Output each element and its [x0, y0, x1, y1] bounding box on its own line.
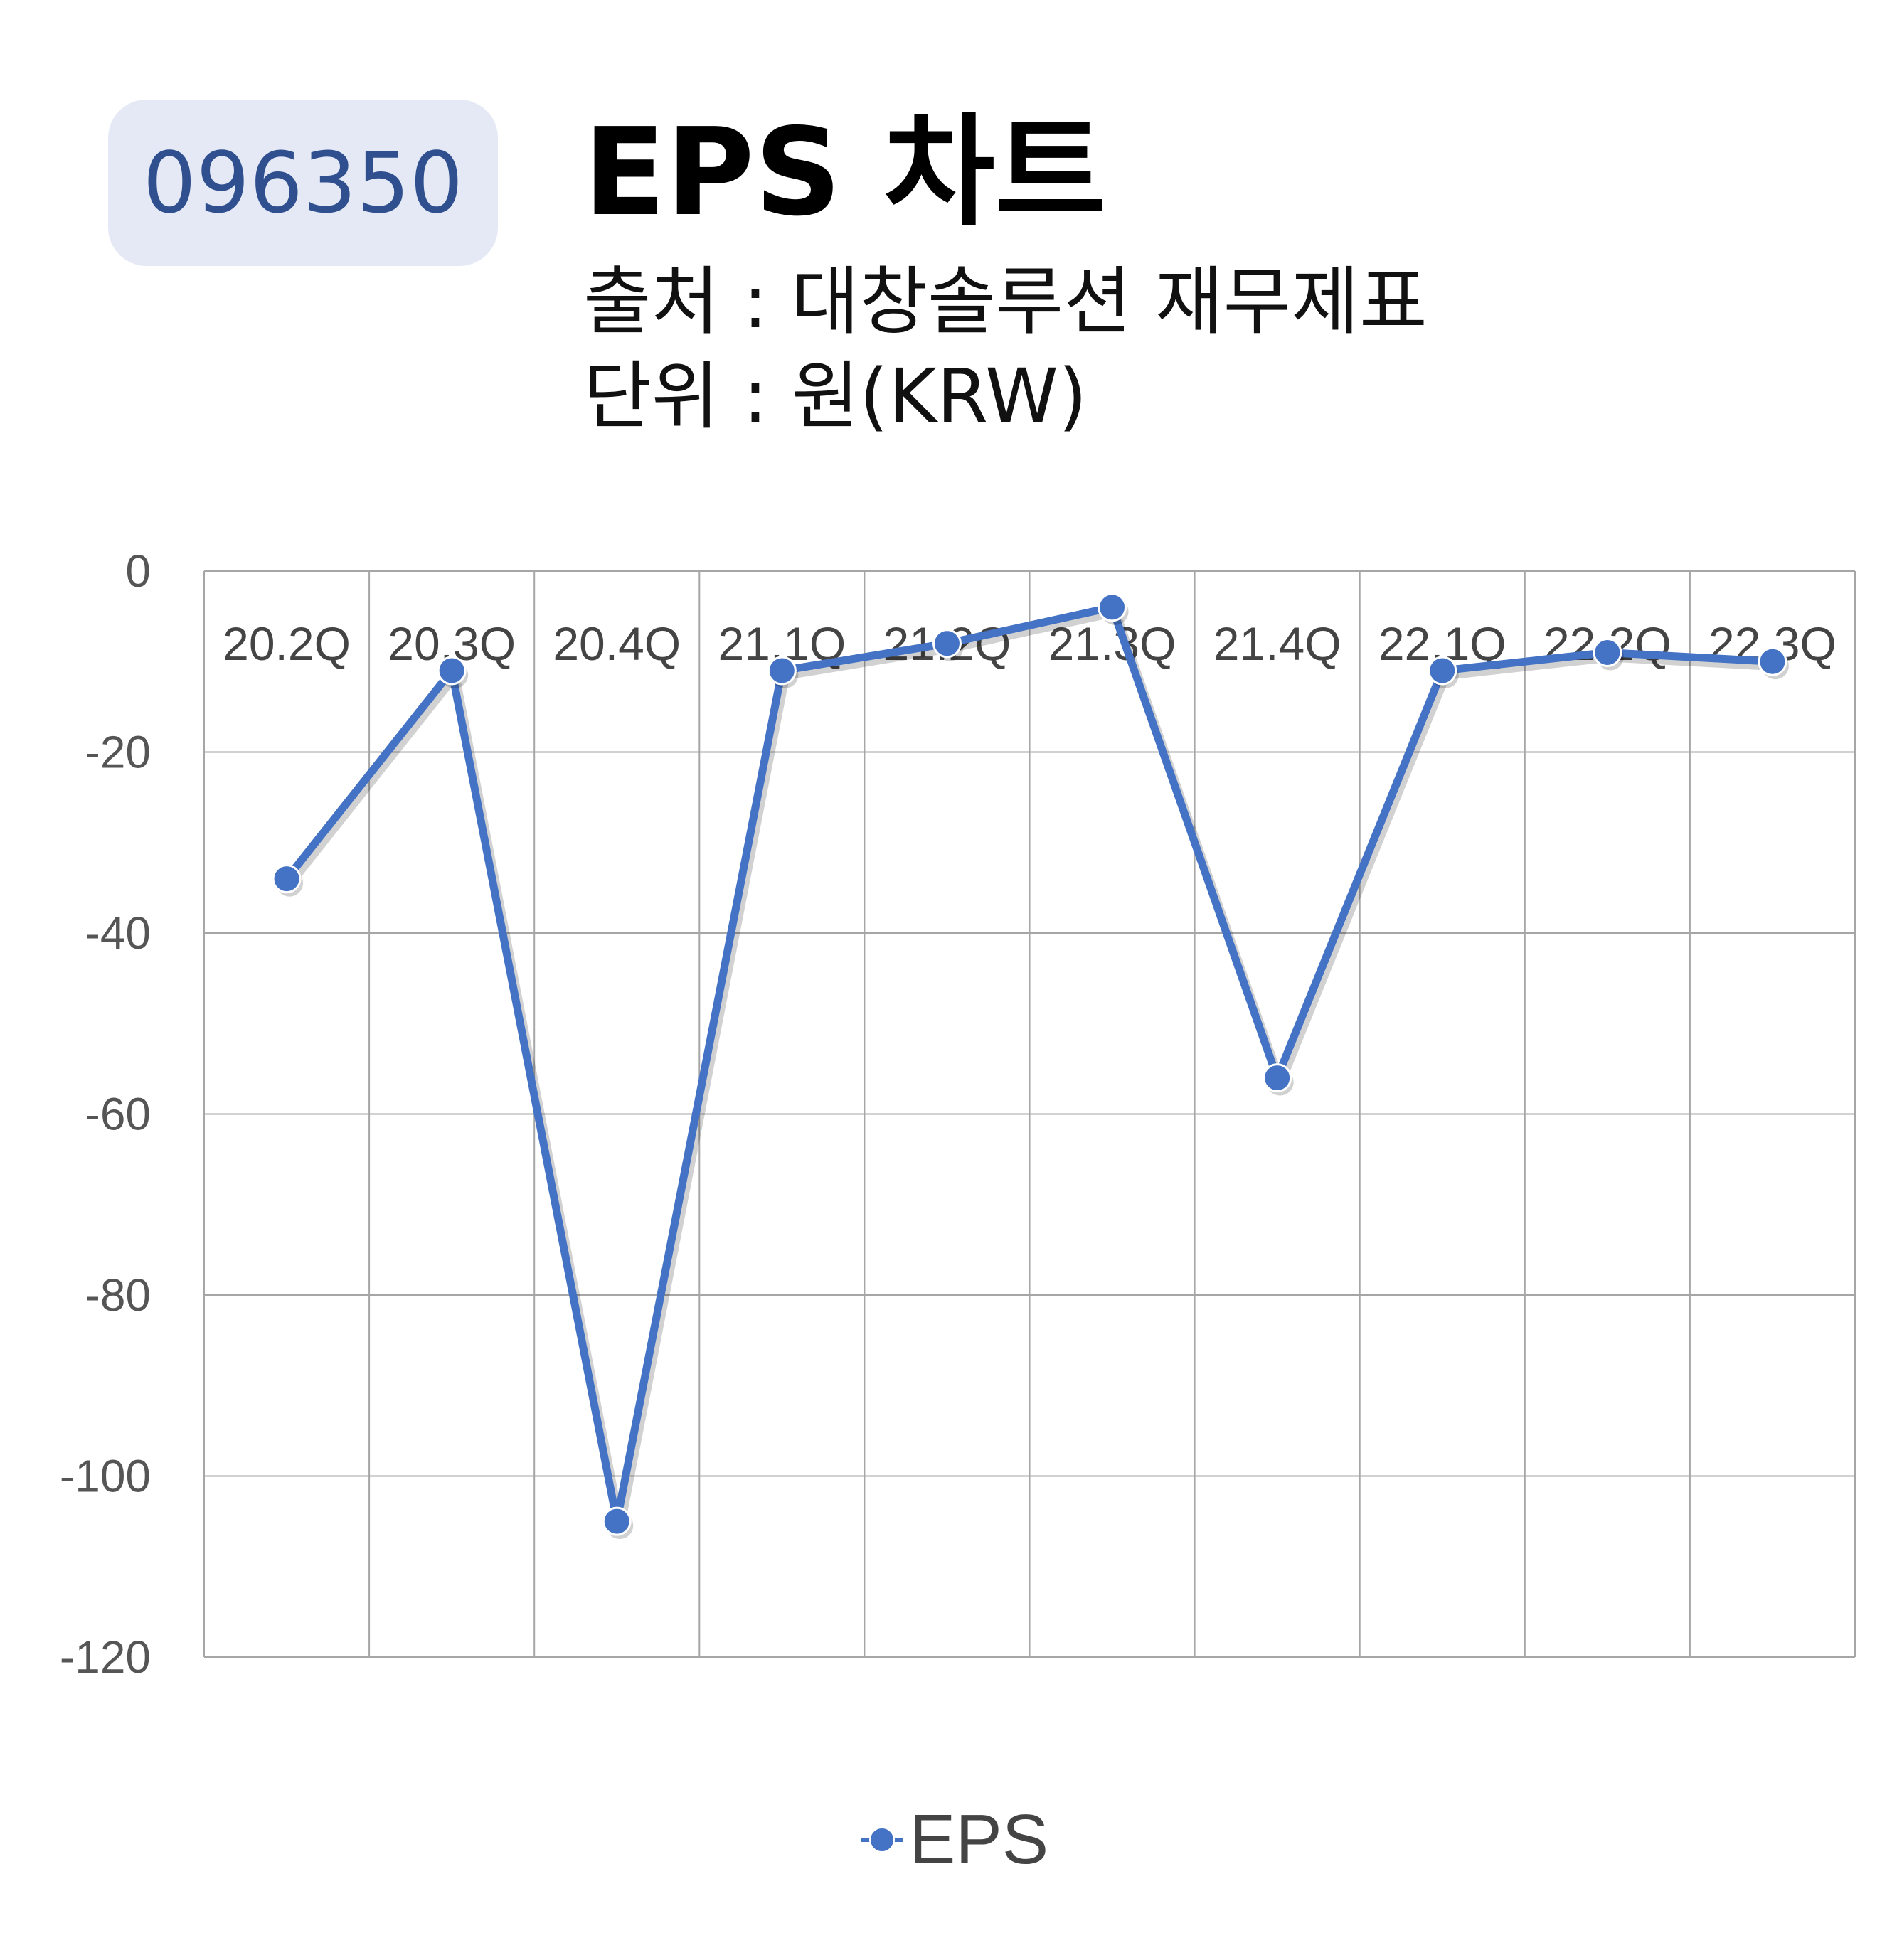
data-point	[1758, 646, 1787, 676]
grid-layer	[203, 570, 1856, 1658]
legend-marker-icon	[861, 1824, 903, 1855]
data-point	[602, 1506, 632, 1536]
stock-code-badge: 096350	[108, 100, 498, 266]
data-point	[932, 629, 962, 659]
y-axis-ticks: 0 -20 -40 -60 -80 -100 -120	[60, 545, 151, 1683]
series-layer	[272, 592, 1789, 1540]
y-tick-label: -80	[85, 1269, 152, 1321]
legend-label: EPS	[909, 1800, 1049, 1878]
data-point	[1098, 592, 1127, 622]
source-text: 출처 : 대창솔루션 재무제표	[583, 258, 1428, 345]
data-point	[767, 656, 797, 686]
legend: EPS	[861, 1799, 1048, 1880]
category-label: 21.4Q	[1213, 617, 1341, 670]
y-tick-label: -40	[85, 907, 152, 959]
series-line-eps	[283, 603, 1773, 1525]
category-label: 20.4Q	[553, 617, 681, 670]
series-line-shadow	[287, 607, 1777, 1531]
y-tick-label: 0	[125, 545, 151, 597]
data-point	[437, 656, 467, 686]
data-point	[1428, 656, 1457, 686]
category-label: 21.3Q	[1048, 617, 1176, 670]
chart-title: EPS 차트	[583, 102, 1107, 243]
category-label: 20.2Q	[223, 617, 351, 670]
y-tick-label: -60	[85, 1089, 152, 1140]
y-tick-label: -100	[60, 1451, 151, 1502]
y-tick-label: -120	[60, 1631, 151, 1683]
data-point	[1263, 1063, 1292, 1093]
data-point	[1593, 638, 1622, 668]
unit-text: 단위 : 원(KRW)	[583, 353, 1088, 440]
data-point	[272, 864, 302, 894]
y-tick-label: -20	[85, 727, 152, 778]
